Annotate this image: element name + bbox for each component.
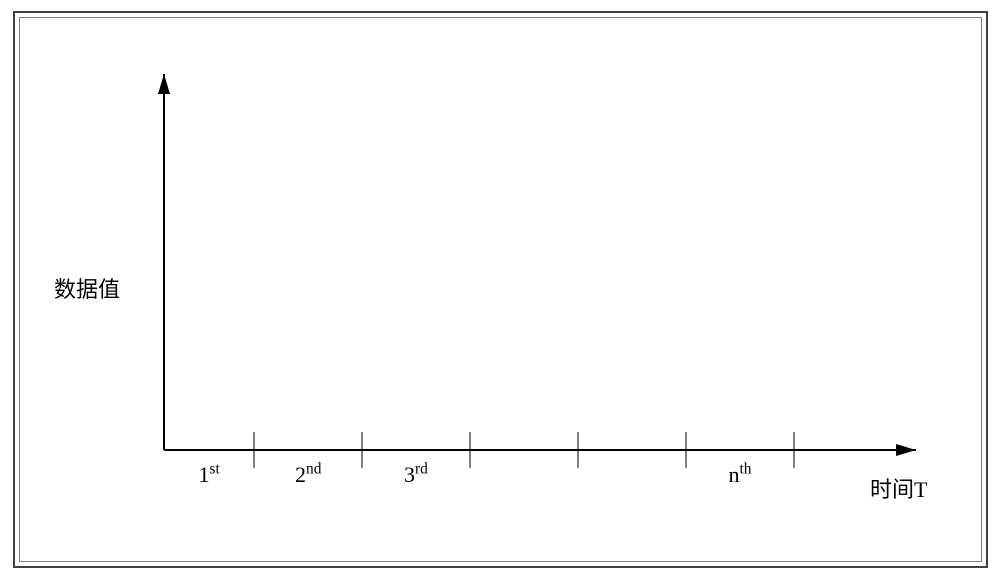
x-tick-label: 3rd [404, 462, 428, 488]
ordinal-suffix: rd [415, 461, 428, 478]
y-axis-arrowhead [158, 74, 170, 94]
x-tick-label: nth [729, 462, 752, 488]
y-axis-label: 数据值 [54, 272, 120, 304]
ordinal-base: 1 [199, 462, 210, 487]
ordinal-suffix: nd [306, 461, 321, 478]
x-tick-label: 2nd [295, 462, 321, 488]
x-axis-arrowhead [896, 444, 916, 456]
ordinal-base: 3 [404, 462, 415, 487]
x-tick-label: 1st [199, 462, 220, 488]
ordinal-base: n [729, 462, 740, 487]
ordinal-base: 2 [295, 462, 306, 487]
ordinal-suffix: th [740, 461, 752, 478]
ordinal-suffix: st [210, 461, 220, 478]
x-axis-label: 时间T [870, 472, 927, 504]
axes-diagram [0, 0, 1000, 577]
